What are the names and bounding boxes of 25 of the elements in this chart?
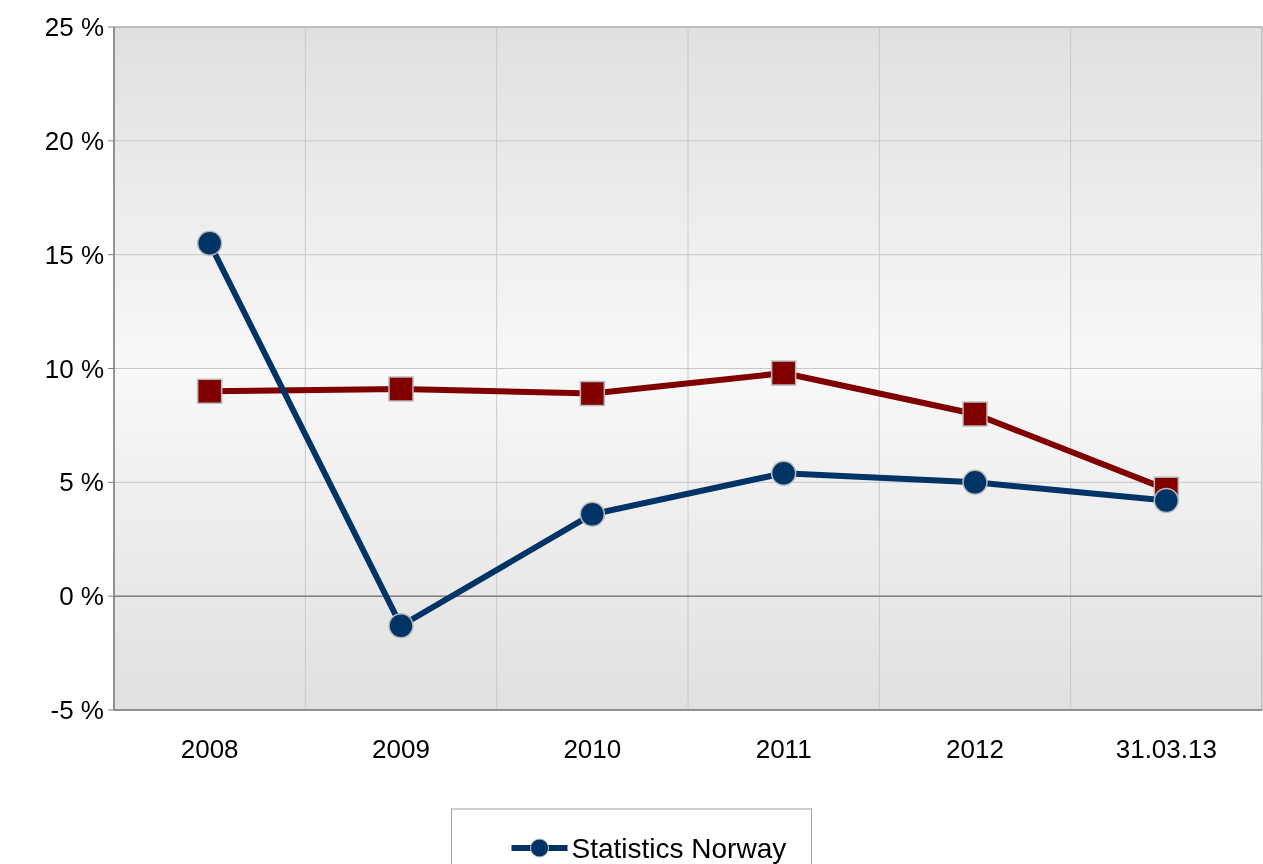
x-tick-label: 31.03.13 <box>1115 734 1217 764</box>
point <box>962 469 988 496</box>
y-tick-label: -5 % <box>50 695 104 726</box>
point <box>962 401 988 427</box>
point <box>1153 487 1180 514</box>
x-tick-label: 2008 <box>180 734 239 764</box>
y-tick-label: 5 % <box>59 467 104 498</box>
y-tick-label: 25 % <box>44 12 104 43</box>
y-tick-label: 15 % <box>44 239 104 270</box>
point <box>388 376 414 402</box>
x-tick-label: 2011 <box>755 734 812 764</box>
legend-label: Statistics Norway <box>571 832 787 864</box>
x-tick-label: 2012 <box>946 734 1004 764</box>
point <box>770 360 797 386</box>
x-tick-label: 2009 <box>372 734 430 764</box>
point <box>196 378 223 405</box>
point <box>579 380 606 407</box>
y-tick-label: 0 % <box>59 581 104 612</box>
point <box>388 613 414 639</box>
point <box>196 230 223 257</box>
point <box>770 460 797 486</box>
point <box>579 501 606 527</box>
y-tick-label: 10 % <box>44 353 104 384</box>
x-tick-label: 2010 <box>563 734 622 764</box>
y-tick-label: 20 % <box>44 125 104 156</box>
